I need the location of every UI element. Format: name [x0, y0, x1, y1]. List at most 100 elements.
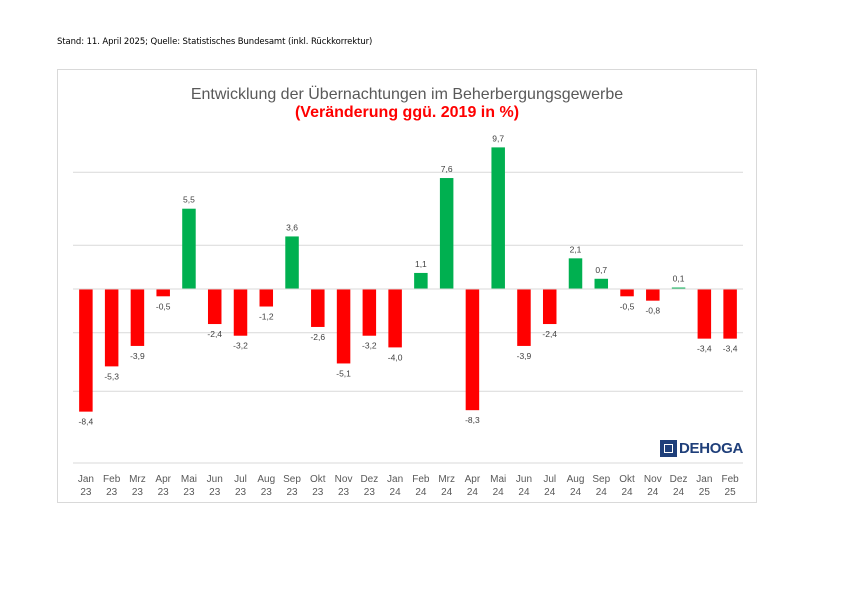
bar	[646, 289, 660, 301]
dehoga-logo-icon	[660, 440, 677, 457]
bar	[517, 289, 531, 346]
x-tick-label: Feb	[103, 474, 121, 485]
source-note: Stand: 11. April 2025; Quelle: Statistis…	[57, 37, 373, 47]
data-label: -5,3	[104, 371, 119, 381]
x-tick-label: 23	[132, 487, 144, 498]
x-tick-label: Okt	[619, 474, 635, 485]
bar	[259, 289, 274, 307]
x-tick-label: 24	[415, 487, 427, 498]
x-tick-labels: Jan 23 Feb 23 Mrz 23 Apr 23 Mai 23 Jun 23 Jul 23 Aug 23…	[78, 474, 739, 498]
data-label: -0,8	[645, 306, 660, 316]
x-tick-label: Aug	[567, 474, 585, 485]
data-labels: -8,4 -5,3 -3,9 -0,5 5,5 -2,4 -3,2 -1,2 3,6 -2,6 -5…	[79, 133, 738, 426]
x-tick-label: 23	[312, 487, 324, 498]
gridlines	[73, 171, 743, 392]
data-label: -3,2	[362, 341, 377, 351]
x-tick-label: 23	[158, 487, 170, 498]
x-tick-label: 24	[441, 487, 453, 498]
x-tick-label: Sep	[592, 474, 610, 485]
bar	[594, 278, 609, 289]
x-tick-label: Dez	[670, 474, 688, 485]
bar	[620, 289, 634, 297]
bar	[79, 289, 93, 412]
x-tick-label: 24	[390, 487, 402, 498]
x-tick-label: 24	[570, 487, 582, 498]
x-tick-label: Nov	[335, 474, 353, 485]
x-tick-label: Mai	[490, 474, 506, 485]
x-tick-label: Jan	[696, 474, 712, 485]
x-tick-label: Dez	[360, 474, 378, 485]
data-label: -1,2	[259, 312, 274, 322]
data-label: -0,5	[156, 301, 171, 311]
x-tick-label: 23	[235, 487, 247, 498]
bar	[130, 289, 145, 346]
x-tick-label: Sep	[283, 474, 301, 485]
bar	[491, 147, 505, 289]
data-label: -0,5	[620, 301, 635, 311]
x-tick-label: Mai	[181, 474, 197, 485]
bar	[182, 208, 196, 289]
x-tick-label: 24	[673, 487, 685, 498]
x-tick-label: 24	[467, 487, 479, 498]
bar	[336, 289, 351, 364]
data-label: 7,6	[441, 164, 453, 174]
x-tick-label: Aug	[257, 474, 275, 485]
bars	[79, 147, 737, 412]
data-label: 0,7	[595, 265, 607, 275]
x-tick-label: Mrz	[438, 474, 455, 485]
x-tick-label: Jun	[207, 474, 223, 485]
bar	[285, 236, 299, 289]
bar	[568, 258, 583, 289]
bar	[156, 289, 170, 297]
bar	[233, 289, 248, 336]
dehoga-logo: DEHOGA	[660, 440, 743, 457]
data-label: 9,7	[492, 133, 504, 143]
x-tick-label: Jul	[543, 474, 556, 485]
bar	[311, 289, 325, 327]
x-tick-label: Apr	[155, 474, 171, 485]
x-tick-label: Jan	[387, 474, 403, 485]
x-tick-label: 25	[699, 487, 711, 498]
x-tick-label: Feb	[721, 474, 739, 485]
data-label: 1,1	[415, 259, 427, 269]
data-label: -8,3	[465, 415, 480, 425]
data-label: -2,4	[542, 329, 557, 339]
x-tick-label: 23	[106, 487, 118, 498]
bar	[388, 289, 402, 348]
data-label: -5,1	[336, 368, 351, 378]
chart-title: Entwicklung der Übernachtungen im Beherb…	[190, 86, 624, 103]
x-tick-label: Apr	[465, 474, 481, 485]
data-label: -3,9	[517, 351, 532, 361]
data-label: -3,4	[723, 344, 738, 354]
x-tick-label: Feb	[412, 474, 430, 485]
bar	[723, 289, 737, 339]
x-tick-label: Okt	[310, 474, 326, 485]
bar	[362, 289, 377, 336]
x-tick-label: 24	[544, 487, 556, 498]
bar	[207, 289, 222, 325]
chart-area	[57, 69, 757, 503]
x-tick-label: Mrz	[129, 474, 146, 485]
x-tick-label: 24	[518, 487, 530, 498]
data-label: -3,4	[697, 344, 712, 354]
x-tick-label: Jan	[78, 474, 94, 485]
bar	[671, 287, 686, 289]
bar	[697, 289, 712, 339]
x-tick-label: 23	[286, 487, 298, 498]
x-tick-label: 24	[596, 487, 608, 498]
x-tick-label: 23	[364, 487, 376, 498]
bar	[414, 272, 428, 289]
x-tick-label: Jun	[516, 474, 532, 485]
data-label: -2,4	[207, 329, 222, 339]
x-tick-label: 23	[183, 487, 195, 498]
data-label: 2,1	[570, 244, 582, 254]
data-label: 5,5	[183, 195, 195, 205]
x-tick-label: 23	[209, 487, 221, 498]
data-label: -3,9	[130, 351, 145, 361]
x-tick-label: 25	[725, 487, 737, 498]
data-label: -4,0	[388, 352, 403, 362]
data-label: 0,1	[673, 274, 685, 284]
chart-subtitle: (Veränderung ggü. 2019 in %)	[294, 104, 520, 121]
x-axis	[73, 288, 743, 464]
x-tick-label: 24	[493, 487, 505, 498]
